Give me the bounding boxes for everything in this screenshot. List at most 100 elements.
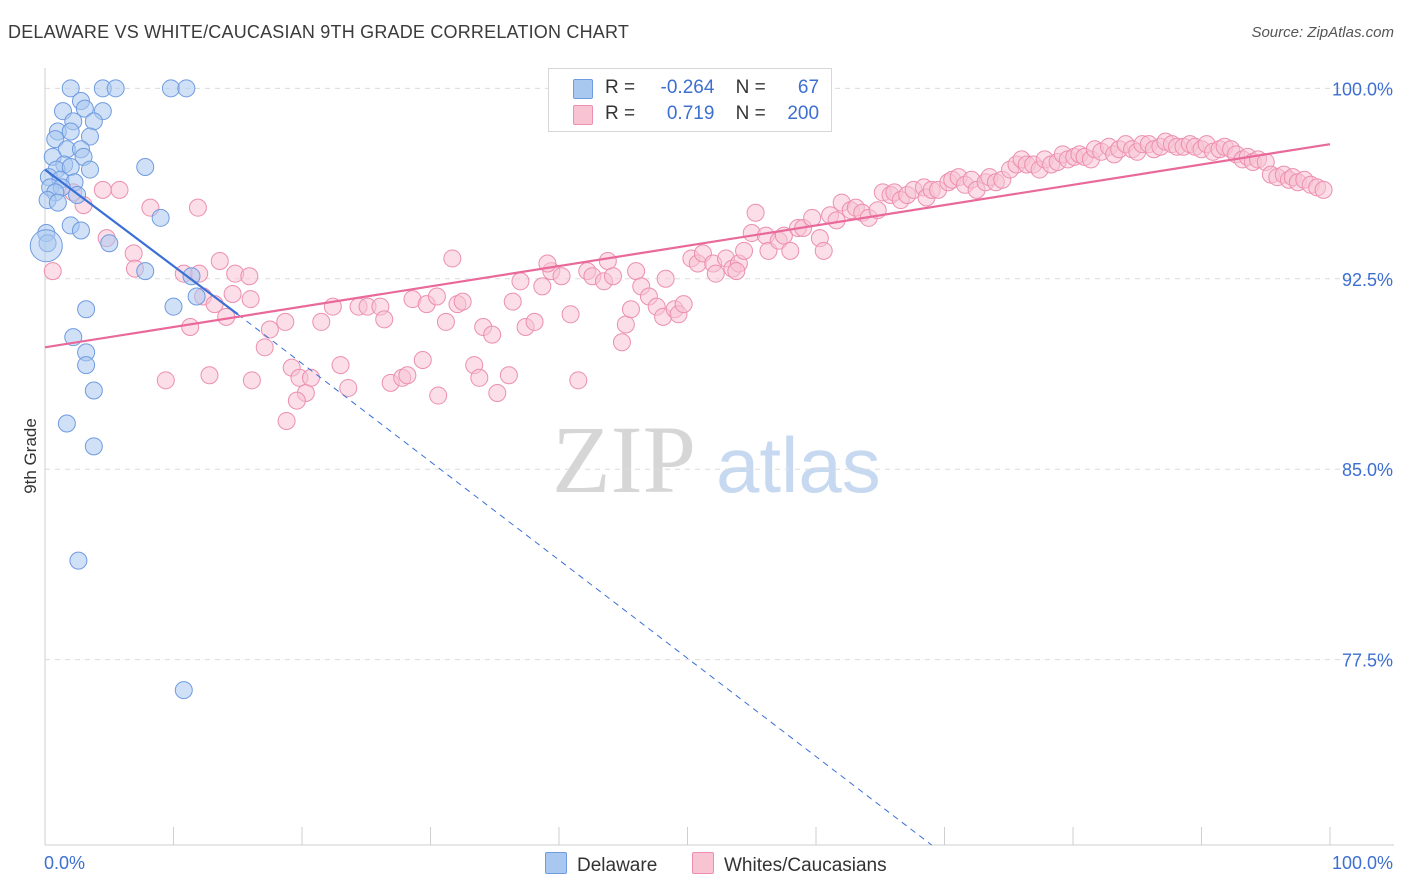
whites-point — [511, 272, 530, 291]
whites-point — [242, 371, 261, 390]
delaware-point — [80, 127, 99, 146]
whites-point — [301, 368, 320, 387]
r-value: 0.719 — [666, 103, 715, 124]
whites-point — [240, 267, 259, 286]
whites-point — [124, 244, 143, 263]
delaware-point — [151, 208, 170, 227]
whites-point — [1314, 180, 1333, 199]
whites-point — [503, 292, 522, 311]
whites-point — [210, 251, 229, 270]
whites-point — [93, 180, 112, 199]
whites-point — [453, 292, 472, 311]
delaware-point-large — [29, 229, 63, 263]
n-value: 67 — [797, 77, 820, 98]
source-label: Source: ZipAtlas.com — [1251, 24, 1394, 41]
whites-point — [277, 411, 296, 430]
whites-point — [276, 312, 295, 331]
whites-point — [746, 203, 765, 222]
whites-point — [598, 251, 617, 270]
axes: 9th Grade 0.0% 100.0% — [21, 68, 1394, 873]
whites-point — [312, 312, 331, 331]
delaware-point — [46, 130, 65, 149]
whites-point — [43, 262, 62, 281]
stats-legend: R = -0.264 N = 67 R = 0.719 N = 200 — [548, 68, 832, 132]
delaware-point — [177, 79, 196, 98]
delaware-point — [84, 437, 103, 456]
whites-point — [488, 384, 507, 403]
delaware-point — [77, 356, 96, 375]
whites-point — [627, 262, 646, 281]
whites-point — [499, 366, 518, 385]
whites-trend-line — [44, 143, 1331, 349]
delaware-point — [84, 381, 103, 400]
watermark-atlas: atlas — [716, 421, 881, 509]
whites-point — [181, 318, 200, 336]
delaware-point — [48, 193, 67, 212]
delaware-point — [77, 300, 96, 319]
x-tick-label-min: 0.0% — [44, 853, 85, 873]
whites-point — [656, 269, 675, 288]
whites-point — [255, 338, 274, 357]
bottom-legend-delaware[interactable]: Delaware — [545, 852, 657, 877]
whites-point — [706, 264, 725, 283]
delaware-point — [71, 221, 90, 240]
whites-point — [616, 315, 635, 334]
whites-point — [443, 249, 462, 268]
whites-point — [156, 371, 175, 390]
whites-point — [483, 325, 502, 344]
whites-point — [241, 290, 260, 309]
bottom-legend-label: Whites/Caucasians — [724, 855, 887, 876]
delaware-point — [84, 112, 103, 131]
delaware-point — [174, 681, 193, 700]
delaware-point — [136, 262, 155, 281]
y-tick-label: 92.5% — [1342, 270, 1393, 290]
whites-point — [525, 312, 544, 331]
delaware-point — [75, 99, 94, 118]
trend-lines — [44, 143, 1331, 846]
delaware-point — [100, 234, 119, 253]
whites-point — [223, 284, 242, 303]
legend-swatch-delaware — [573, 79, 593, 99]
whites-point — [561, 305, 580, 324]
whites-point — [569, 371, 588, 390]
delaware-point — [80, 160, 99, 179]
r-label: R = — [605, 77, 636, 98]
whites-point — [612, 333, 631, 352]
delaware-point — [187, 287, 206, 306]
delaware-point — [161, 79, 180, 98]
n-label: N = — [735, 77, 766, 98]
delaware-point — [106, 79, 125, 98]
delaware-point — [61, 122, 80, 141]
bottom-legend-swatch-delaware — [545, 852, 567, 874]
whites-point — [413, 351, 432, 370]
legend-text: R = 0.719 N = 200 — [605, 103, 819, 125]
delaware-point — [61, 79, 80, 98]
whites-point — [781, 241, 800, 260]
whites-point — [200, 366, 219, 385]
legend-text: R = -0.264 N = 67 — [605, 77, 819, 99]
whites-point — [287, 391, 306, 410]
delaware-point — [136, 158, 155, 177]
whites-point — [533, 277, 552, 296]
whites-point — [110, 180, 129, 199]
whites-point — [621, 300, 640, 319]
whites-point — [188, 198, 207, 217]
delaware-trend-line — [44, 168, 239, 316]
bottom-legend-whites[interactable]: Whites/Caucasians — [692, 852, 887, 877]
whites-point — [803, 208, 822, 227]
y-tick-label: 85.0% — [1342, 460, 1393, 480]
watermark-zip: ZIP — [552, 406, 696, 513]
y-axis-title: 9th Grade — [21, 418, 40, 494]
x-tick-label-max: 100.0% — [1332, 853, 1393, 873]
whites-point — [375, 310, 394, 329]
r-label: R = — [605, 103, 636, 124]
y-tick-label: 77.5% — [1342, 651, 1393, 671]
whites-point — [552, 267, 571, 286]
delaware-point — [182, 267, 201, 286]
points — [29, 79, 1333, 700]
whites-point — [427, 287, 446, 306]
bottom-legend-swatch-whites — [692, 852, 714, 874]
chart-title: DELAWARE VS WHITE/CAUCASIAN 9TH GRADE CO… — [8, 22, 630, 42]
r-value: -0.264 — [660, 77, 715, 98]
